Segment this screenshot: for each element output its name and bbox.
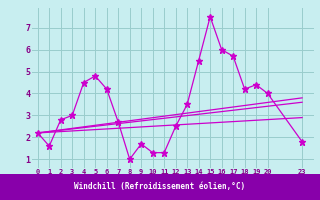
Text: Windchill (Refroidissement éolien,°C): Windchill (Refroidissement éolien,°C) (75, 182, 245, 192)
